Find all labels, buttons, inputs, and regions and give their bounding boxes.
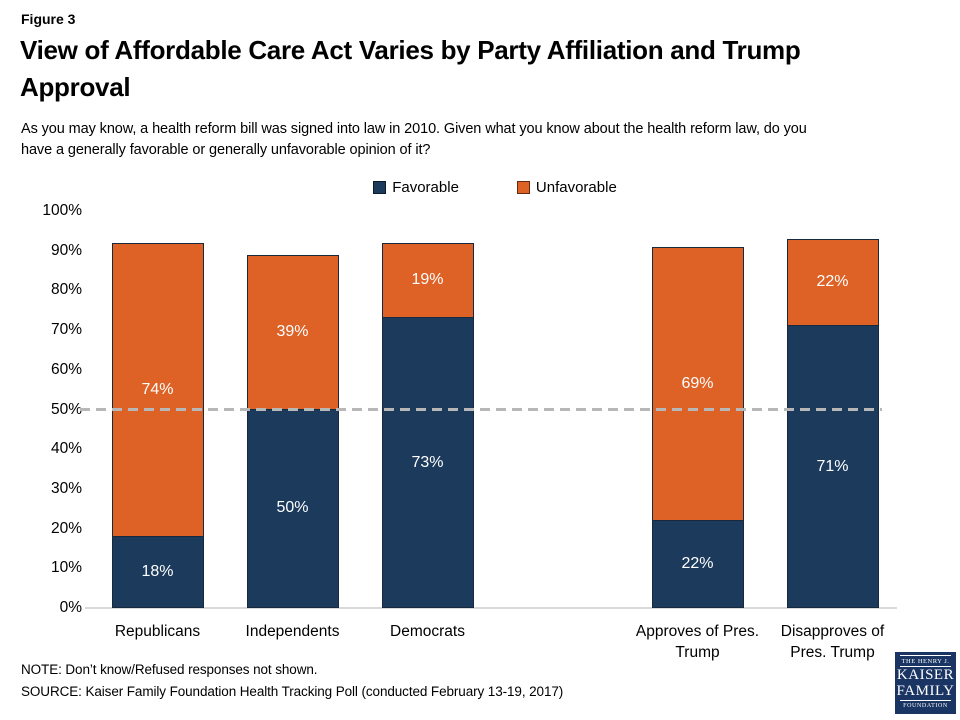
segment-value-label: 50%	[276, 499, 309, 517]
legend-item-favorable: Favorable	[373, 179, 459, 196]
y-tick-label: 30%	[50, 479, 82, 497]
y-axis-tick-labels: 100% 90% 80% 70% 60% 50% 40% 30% 20% 10% 0%	[18, 202, 82, 616]
kff-logo-line2: KAISER	[896, 667, 955, 683]
y-tick-label: 60%	[50, 360, 82, 378]
unfavorable-segment-republicans: 74%	[111, 242, 204, 537]
x-label-independents: Independents	[245, 623, 340, 640]
unfavorable-segment-disapproves-of-pres-trump: 22%	[786, 238, 879, 327]
y-tick-label: 20%	[50, 519, 82, 537]
segment-value-label: 19%	[411, 271, 444, 289]
bar-disapproves-of-pres-trump: 22% 71%	[786, 238, 879, 608]
y-tick-label: 80%	[50, 281, 82, 299]
bar-approves-of-pres-trump: 69% 22%	[651, 246, 744, 608]
favorable-segment-approves-of-pres-trump: 22%	[651, 520, 744, 608]
segment-value-label: 18%	[141, 562, 174, 580]
y-tick-label: 100%	[42, 202, 82, 219]
y-tick-label: 70%	[50, 321, 82, 339]
survey-question-text: As you may know, a health reform bill wa…	[21, 121, 807, 158]
segment-value-label: 73%	[411, 453, 444, 471]
favorable-segment-democrats: 73%	[381, 318, 474, 608]
y-tick-label: 40%	[50, 440, 82, 458]
kff-logo-line3: FAMILY	[896, 683, 955, 699]
bar-republicans: 74% 18%	[111, 242, 204, 608]
bar-independents: 39% 50%	[246, 254, 339, 608]
x-label-democrats: Democrats	[390, 623, 465, 640]
unfavorable-swatch-icon	[516, 181, 530, 194]
bar-democrats: 19% 73%	[381, 242, 474, 608]
source-text: SOURCE: Kaiser Family Foundation Health …	[21, 684, 564, 699]
kff-logo-line4: FOUNDATION	[900, 700, 951, 709]
y-tick-label: 90%	[50, 241, 82, 259]
y-tick-label: 0%	[59, 599, 82, 616]
legend-item-unfavorable: Unfavorable	[516, 179, 617, 196]
kff-logo: THE HENRY J. KAISER FAMILY FOUNDATION	[895, 652, 956, 714]
legend-label-unfavorable: Unfavorable	[535, 179, 617, 196]
x-label-approves-of-pres-trump: Approves of Pres. Trump	[635, 623, 760, 661]
x-label-republicans: Republicans	[114, 623, 201, 640]
segment-value-label: 22%	[816, 273, 849, 291]
fifty-percent-reference-line	[80, 408, 882, 411]
plot-area: 74% 18% 39% 50% 19% 73% 69% 22% 22% 71%	[90, 211, 900, 608]
figure-label: Figure 3	[21, 11, 76, 27]
favorable-segment-republicans: 18%	[111, 536, 204, 608]
segment-value-label: 22%	[681, 554, 714, 572]
x-axis-line	[85, 607, 897, 609]
segment-value-label: 74%	[141, 380, 174, 398]
favorable-segment-independents: 50%	[246, 409, 339, 608]
favorable-segment-disapproves-of-pres-trump: 71%	[786, 326, 879, 608]
kff-logo-line1: THE HENRY J.	[900, 655, 951, 667]
y-tick-label: 50%	[50, 400, 82, 418]
y-tick-label: 10%	[50, 559, 82, 577]
favorable-swatch-icon	[373, 181, 387, 194]
page-title: View of Affordable Care Act Varies by Pa…	[20, 35, 801, 102]
note-text: NOTE: Don’t know/Refused responses not s…	[21, 662, 318, 677]
segment-value-label: 71%	[816, 457, 849, 475]
segment-value-label: 69%	[681, 374, 714, 392]
unfavorable-segment-democrats: 19%	[381, 242, 474, 319]
x-axis-category-labels: Republicans Independents Democrats Approves…	[0, 621, 960, 665]
x-label-disapproves-of-pres-trump: Disapproves of Pres. Trump	[780, 623, 885, 661]
legend-label-favorable: Favorable	[392, 179, 459, 196]
unfavorable-segment-approves-of-pres-trump: 69%	[651, 246, 744, 521]
segment-value-label: 39%	[276, 323, 309, 341]
chart-legend: Favorable Unfavorable	[90, 179, 900, 196]
unfavorable-segment-independents: 39%	[246, 254, 339, 410]
